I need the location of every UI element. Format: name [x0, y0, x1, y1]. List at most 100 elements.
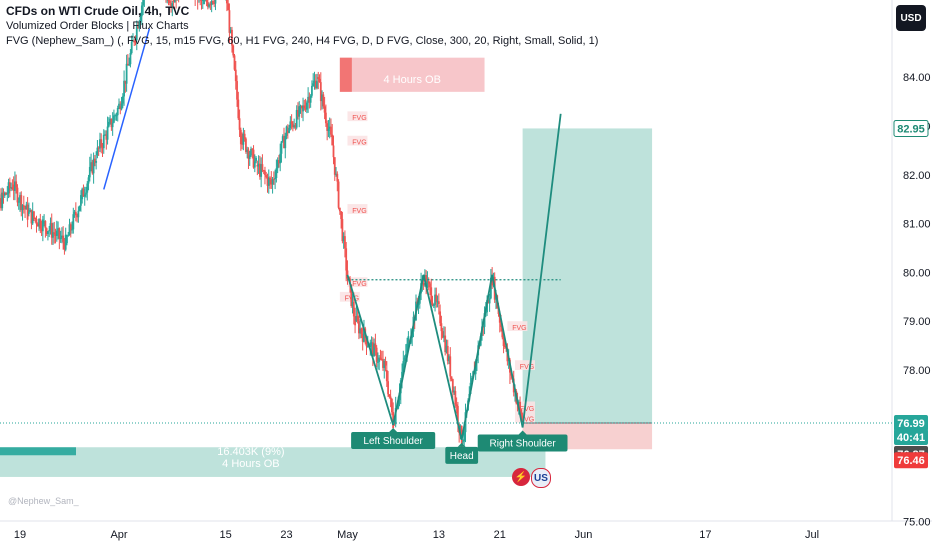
- candle-body: [250, 148, 252, 156]
- fvg-label: FVG: [520, 364, 534, 371]
- candle-body: [134, 38, 137, 41]
- candle-body: [418, 293, 421, 304]
- candle-body: [370, 342, 373, 346]
- candle-body: [271, 178, 274, 185]
- candle-body: [69, 224, 72, 231]
- candle-body: [298, 106, 301, 117]
- candle-body: [366, 345, 369, 347]
- candle-body: [278, 160, 280, 164]
- candle-body: [327, 128, 330, 131]
- candle-body: [274, 177, 277, 180]
- trend-line: [103, 28, 151, 190]
- candle-body: [95, 161, 98, 163]
- candle-body: [205, 0, 208, 3]
- candle-body: [241, 135, 244, 145]
- candle-body: [106, 126, 109, 140]
- candle-body: [500, 322, 502, 328]
- candle-body: [88, 166, 91, 178]
- pattern-label-text: Left Shoulder: [363, 436, 423, 447]
- candle-body: [462, 441, 464, 443]
- candle-body: [302, 105, 304, 112]
- candle-body: [80, 195, 82, 206]
- candle-body: [340, 211, 343, 220]
- candle-body: [231, 29, 233, 46]
- candle-body: [406, 343, 409, 355]
- time-axis-tick: Jun: [575, 529, 593, 541]
- fvg-label: FVG: [352, 115, 366, 122]
- candle-body: [35, 218, 38, 225]
- indicator-fvg[interactable]: FVG (Nephew_Sam_) (, FVG, 15, m15 FVG, 6…: [6, 35, 599, 47]
- currency-button[interactable]: USD: [896, 5, 926, 31]
- candle-body: [270, 179, 273, 185]
- stop-price-badge: 76.46: [894, 452, 928, 469]
- candle-body: [115, 115, 118, 117]
- candle-body: [44, 220, 47, 229]
- fvg-zone: [515, 412, 535, 423]
- candle-body: [336, 173, 339, 182]
- candle-body: [248, 155, 251, 159]
- candle-body: [382, 359, 384, 368]
- candle-body: [313, 80, 316, 84]
- candle-body: [81, 188, 84, 200]
- candle-body: [101, 147, 104, 149]
- candle-body: [243, 133, 246, 139]
- candle-body: [335, 173, 337, 175]
- candle-body: [373, 343, 376, 357]
- candle-body: [228, 10, 231, 33]
- candle-body: [130, 41, 133, 54]
- fvg-label: FVG: [512, 325, 526, 332]
- candle-body: [105, 134, 108, 140]
- candle-body: [309, 95, 312, 103]
- candle-body: [286, 130, 289, 133]
- candle-body: [425, 275, 428, 288]
- candle-body: [318, 78, 321, 83]
- fvg-zone: [515, 360, 535, 370]
- candle-body: [403, 357, 406, 362]
- candle-body: [454, 391, 457, 405]
- candle-body: [16, 187, 19, 203]
- candle-body: [463, 432, 466, 442]
- candle-body: [267, 177, 270, 186]
- candle-body: [10, 187, 13, 189]
- candle-body: [342, 236, 345, 242]
- candle-body: [253, 161, 256, 168]
- order-block-volume: 16.403K (9%): [217, 446, 285, 459]
- candle-body: [67, 235, 70, 237]
- candle-body: [140, 5, 143, 17]
- author-watermark: @Nephew_Sam_: [8, 496, 79, 506]
- candle-body: [501, 327, 504, 338]
- price-axis-tick: 84.00: [903, 72, 931, 84]
- candle-body: [262, 170, 265, 172]
- candle-body: [434, 294, 436, 305]
- pattern-label-pointer: [518, 430, 527, 435]
- candle-body: [246, 149, 249, 152]
- candle-body: [57, 228, 59, 231]
- candle-body: [129, 53, 132, 65]
- order-block-name: 4 Hours OB: [383, 73, 441, 86]
- candle-body: [47, 231, 49, 234]
- candle-body: [233, 55, 236, 70]
- candle-body: [97, 147, 100, 149]
- candle-body: [227, 3, 230, 11]
- candle-body: [338, 207, 341, 212]
- time-axis-tick: 15: [219, 529, 231, 541]
- candle-body: [54, 234, 57, 236]
- candle-body: [260, 164, 263, 177]
- candle-body: [275, 168, 278, 178]
- candle-body: [172, 0, 175, 2]
- candle-body: [385, 370, 388, 382]
- chart-legend: CFDs on WTI Crude Oil, 4h, TVC Volumized…: [6, 4, 598, 49]
- symbol-title[interactable]: CFDs on WTI Crude Oil, 4h, TVC: [6, 4, 190, 18]
- candle-body: [352, 301, 355, 317]
- candle-body: [52, 232, 54, 238]
- candle-body: [284, 135, 287, 149]
- logo-group: ⚡ US: [512, 468, 551, 488]
- target-zone: [522, 128, 653, 424]
- price-axis-tick: 78.00: [903, 365, 931, 377]
- indicator-order-blocks[interactable]: Volumized Order Blocks | Flux Charts: [6, 20, 189, 32]
- candle-body: [31, 211, 34, 224]
- candle-body: [256, 165, 259, 167]
- candle-body: [350, 284, 353, 306]
- candle-body: [308, 96, 311, 103]
